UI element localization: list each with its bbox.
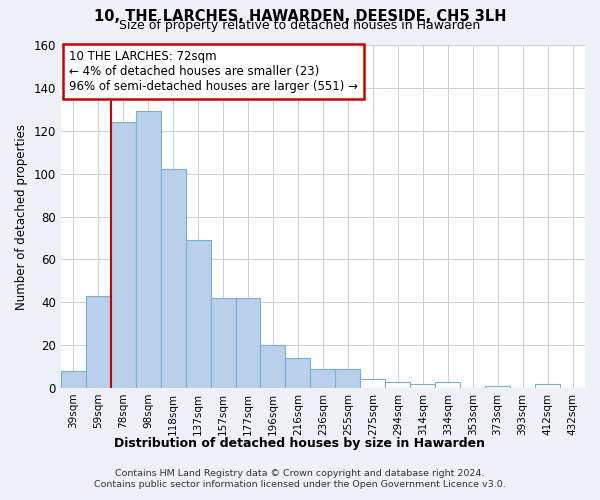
Bar bbox=[286, 358, 310, 388]
Text: Contains public sector information licensed under the Open Government Licence v3: Contains public sector information licen… bbox=[94, 480, 506, 489]
Bar bbox=[236, 298, 260, 388]
Bar bbox=[111, 122, 136, 388]
Bar bbox=[485, 386, 510, 388]
Bar bbox=[185, 240, 211, 388]
Text: 10 THE LARCHES: 72sqm
← 4% of detached houses are smaller (23)
96% of semi-detac: 10 THE LARCHES: 72sqm ← 4% of detached h… bbox=[68, 50, 358, 93]
Bar bbox=[435, 382, 460, 388]
Bar bbox=[61, 371, 86, 388]
Text: Size of property relative to detached houses in Hawarden: Size of property relative to detached ho… bbox=[119, 19, 481, 32]
Bar bbox=[535, 384, 560, 388]
Text: Contains HM Land Registry data © Crown copyright and database right 2024.: Contains HM Land Registry data © Crown c… bbox=[115, 469, 485, 478]
Text: 10, THE LARCHES, HAWARDEN, DEESIDE, CH5 3LH: 10, THE LARCHES, HAWARDEN, DEESIDE, CH5 … bbox=[94, 9, 506, 24]
Bar bbox=[310, 368, 335, 388]
Text: Distribution of detached houses by size in Hawarden: Distribution of detached houses by size … bbox=[115, 438, 485, 450]
Bar bbox=[161, 170, 185, 388]
Bar bbox=[385, 382, 410, 388]
Y-axis label: Number of detached properties: Number of detached properties bbox=[15, 124, 28, 310]
Bar bbox=[86, 296, 111, 388]
Bar bbox=[410, 384, 435, 388]
Bar bbox=[335, 368, 361, 388]
Bar bbox=[211, 298, 236, 388]
Bar bbox=[361, 380, 385, 388]
Bar bbox=[136, 112, 161, 388]
Bar bbox=[260, 345, 286, 388]
